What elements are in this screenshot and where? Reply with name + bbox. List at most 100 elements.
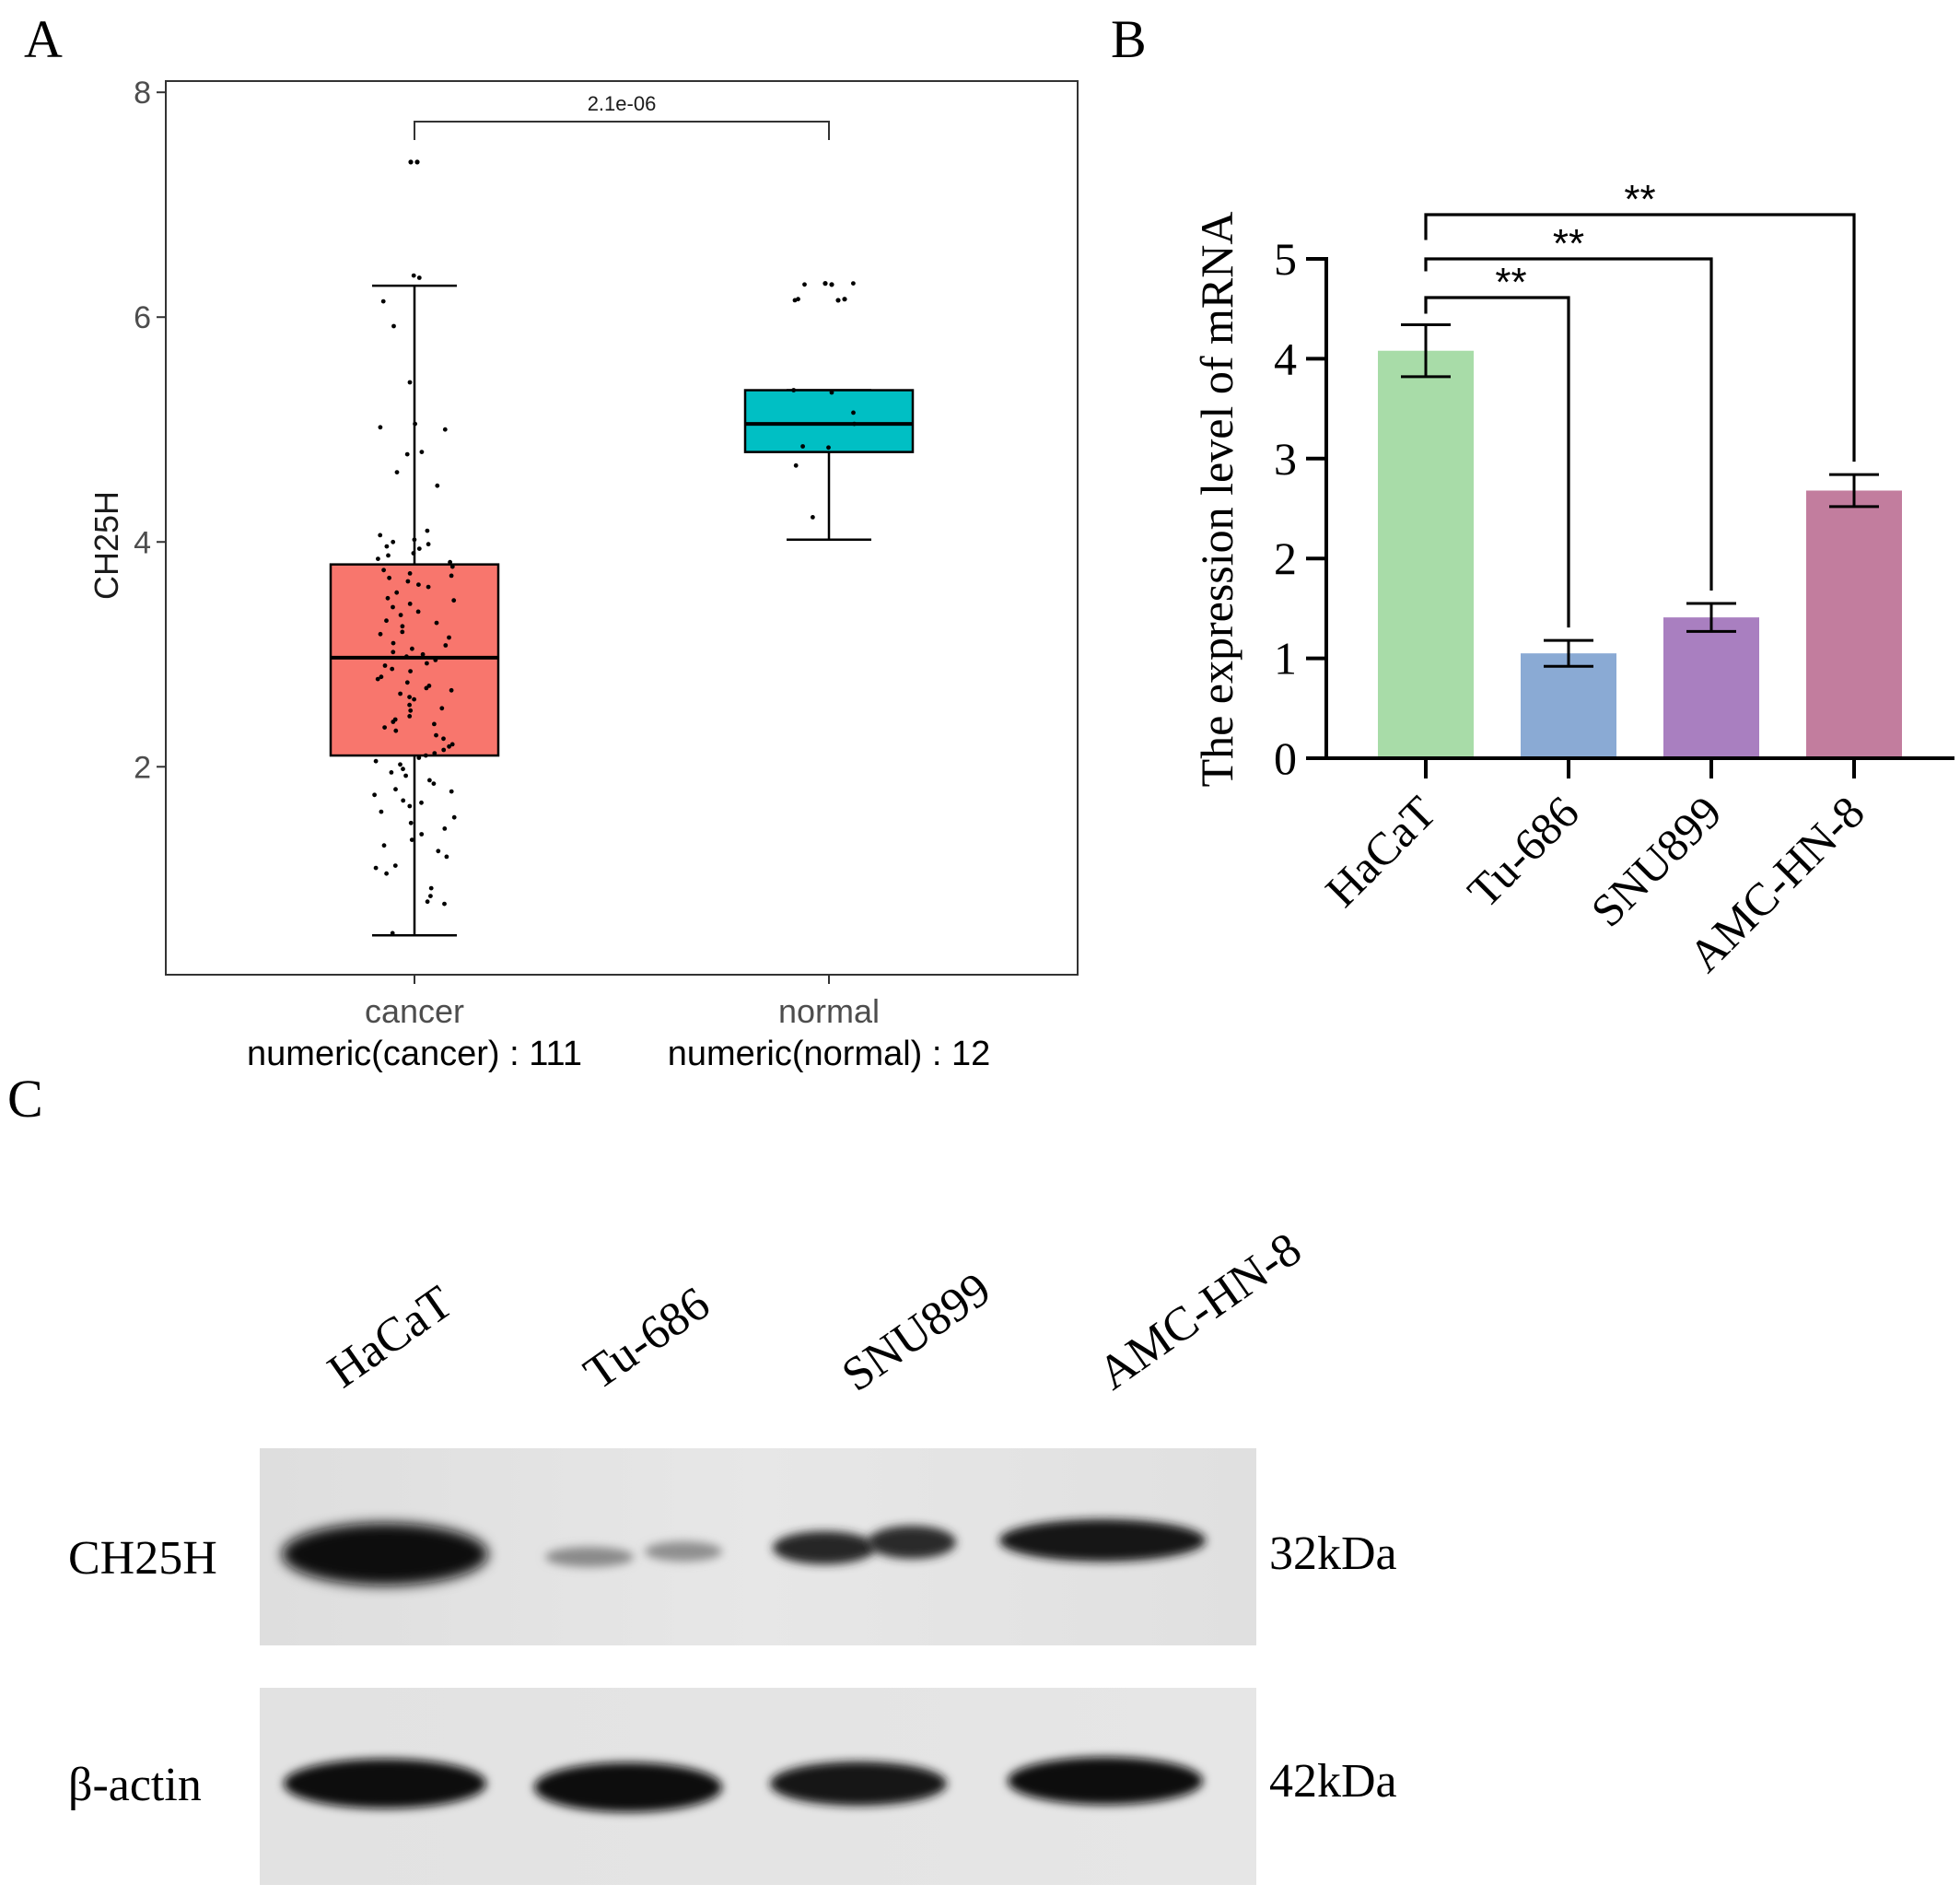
- x-tick-label: Tu-686: [1457, 786, 1588, 917]
- data-point: [408, 669, 413, 673]
- data-point: [391, 539, 396, 544]
- data-point: [373, 758, 379, 764]
- data-point: [381, 843, 387, 849]
- data-point: [442, 826, 448, 831]
- data-point: [441, 736, 446, 742]
- data-point: [391, 640, 396, 646]
- data-point: [408, 820, 414, 825]
- bar-tu-686: [1521, 638, 1616, 758]
- band-ch25h-snu899-a: [773, 1531, 876, 1564]
- data-point: [412, 537, 417, 543]
- lane-label-snu899: SNU899: [833, 1263, 1000, 1402]
- y-axis-label: The expression level of mRNA: [1191, 212, 1242, 788]
- data-point: [442, 427, 448, 432]
- data-point: [398, 762, 402, 767]
- data-point: [407, 571, 413, 576]
- data-point: [423, 753, 428, 758]
- x-tick-label: cancer: [365, 992, 464, 1030]
- lane-labels: HaCaT Tu-686 SNU899 AMC-HN-8: [319, 1223, 1311, 1402]
- band-actin-tu686: [534, 1762, 722, 1812]
- data-point: [436, 849, 441, 854]
- y-tick-label: 5: [1274, 233, 1297, 285]
- data-point: [380, 298, 386, 304]
- x-tick-label: HaCaT: [1315, 786, 1446, 917]
- data-point: [405, 579, 411, 584]
- size-label-actin: 42kDa: [1269, 1755, 1397, 1808]
- data-point: [407, 702, 412, 708]
- data-point: [413, 421, 417, 427]
- data-point: [382, 663, 388, 668]
- data-point: [400, 624, 405, 629]
- data-point: [829, 390, 834, 395]
- data-point: [420, 651, 426, 657]
- data-point: [391, 650, 396, 655]
- y-tick-label: 0: [1274, 732, 1297, 784]
- data-point: [403, 773, 408, 778]
- data-point: [419, 800, 424, 805]
- outlier-point: [822, 281, 828, 287]
- band-actin-snu899: [770, 1761, 947, 1806]
- data-point: [407, 714, 413, 719]
- significance-label: **: [1495, 260, 1526, 305]
- outlier-point: [414, 159, 420, 165]
- band-ch25h-tu686-b: [645, 1541, 722, 1562]
- bar-rect: [1521, 653, 1616, 758]
- y-tick-label: 3: [1274, 433, 1297, 485]
- data-point: [442, 901, 447, 907]
- bands-ch25h: [282, 1519, 1206, 1586]
- data-point: [416, 755, 422, 760]
- data-point: [852, 421, 857, 427]
- western-blot: HaCaT Tu-686 SNU899 AMC-HN-8 CH25H β-actin …: [68, 1223, 1397, 1885]
- data-point: [393, 787, 398, 792]
- outlier-point: [829, 282, 834, 287]
- data-point: [384, 618, 389, 624]
- data-point: [427, 778, 432, 783]
- bar-chart: The expression level of mRNA ** ** ** 0 1 2 3…: [1191, 177, 1954, 982]
- jitter-points: [372, 273, 857, 936]
- data-point: [424, 685, 429, 691]
- protein-label-ch25h: CH25H: [68, 1532, 217, 1585]
- y-tick-label: 8: [134, 76, 151, 111]
- bands-actin: [284, 1757, 1203, 1812]
- data-point: [415, 609, 421, 614]
- data-point: [449, 742, 455, 747]
- data-point: [434, 620, 439, 626]
- data-point: [416, 582, 421, 587]
- outlier-point: [408, 159, 414, 165]
- data-point: [419, 832, 425, 837]
- data-point: [385, 595, 391, 601]
- y-axis: 2 4 6 8: [134, 76, 166, 785]
- bracket-line: [414, 121, 830, 140]
- data-point: [435, 483, 440, 488]
- y-tick-label: 4: [134, 525, 151, 560]
- lane-label-amc-hn-8: AMC-HN-8: [1089, 1223, 1311, 1400]
- boxes: [329, 159, 915, 937]
- data-point: [800, 444, 805, 449]
- data-point: [381, 568, 386, 573]
- data-point: [390, 930, 395, 936]
- bar-hacat: [1378, 323, 1474, 758]
- data-point: [426, 584, 431, 590]
- data-point: [401, 798, 406, 803]
- data-point: [387, 575, 391, 580]
- x-category-note: numeric(normal) : 12: [668, 1035, 991, 1073]
- data-point: [391, 323, 396, 329]
- significance-brackets: ** ** **: [1424, 177, 1856, 628]
- data-point: [398, 691, 402, 696]
- y-tick-label: 2: [1274, 533, 1297, 584]
- significance-bracket: [1424, 296, 1570, 628]
- data-point: [376, 556, 380, 561]
- box-iqr: [329, 563, 500, 757]
- band-ch25h-tu686-a: [545, 1547, 634, 1567]
- data-point: [391, 720, 396, 724]
- data-point: [378, 533, 383, 538]
- data-point: [391, 604, 395, 610]
- data-point: [379, 809, 384, 814]
- data-point: [410, 646, 414, 651]
- data-point: [400, 629, 405, 635]
- data-point: [431, 781, 437, 786]
- plot-frame: [165, 80, 1079, 976]
- box-normal: [743, 281, 915, 542]
- significance-label: **: [1553, 221, 1584, 266]
